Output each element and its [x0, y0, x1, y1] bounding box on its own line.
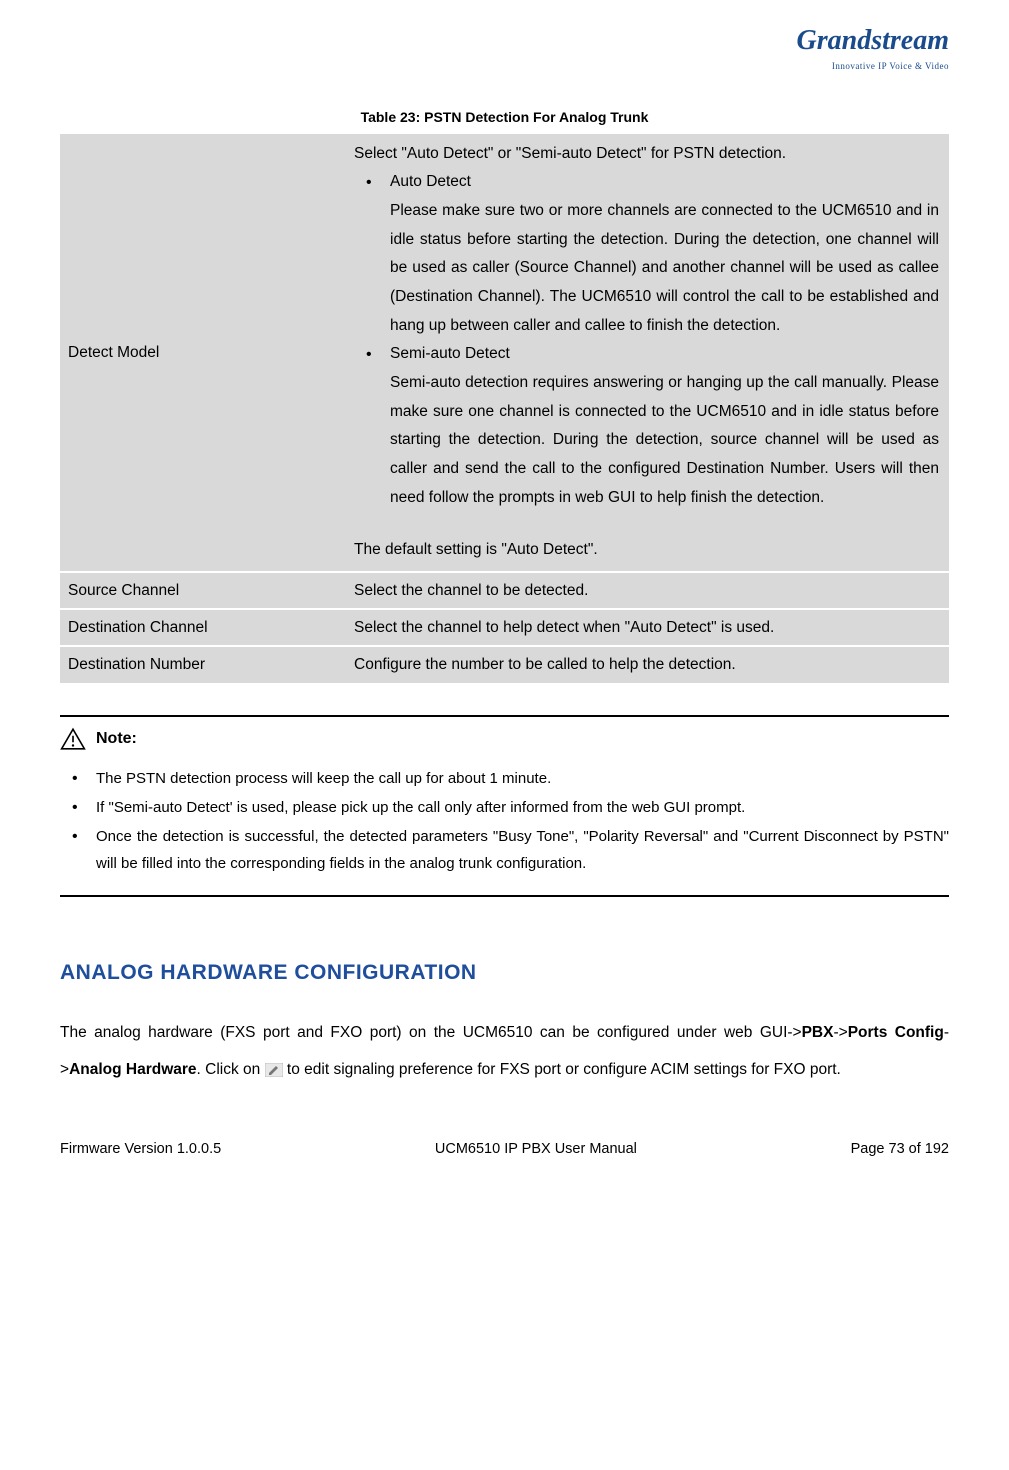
pstn-detection-table: Detect Model Select "Auto Detect" or "Se…	[60, 132, 949, 685]
row-label: Detect Model	[60, 134, 350, 571]
brand-logo-area: Grandstream Innovative IP Voice & Video	[60, 20, 949, 77]
row-label: Source Channel	[60, 573, 350, 608]
table-row: Detect Model Select "Auto Detect" or "Se…	[60, 134, 949, 571]
row-value: Select the channel to be detected.	[350, 573, 949, 608]
breadcrumb-bold: PBX	[802, 1024, 834, 1041]
breadcrumb-bold: Analog Hardware	[69, 1061, 196, 1078]
table-row: Destination Number Configure the number …	[60, 647, 949, 682]
list-item: Auto Detect Please make sure two or more…	[354, 168, 939, 340]
footer-title: UCM6510 IP PBX User Manual	[435, 1139, 637, 1161]
row-label: Destination Number	[60, 647, 350, 682]
table-row: Source Channel Select the channel to be …	[60, 573, 949, 608]
item-body: Please make sure two or more channels ar…	[390, 197, 939, 340]
section-heading: ANALOG HARDWARE CONFIGURATION	[60, 957, 949, 989]
para-text: The analog hardware (FXS port and FXO po…	[60, 1024, 802, 1041]
brand-logo: Grandstream Innovative IP Voice & Video	[797, 20, 949, 74]
default-text: The default setting is "Auto Detect".	[354, 536, 939, 565]
note-header: Note:	[60, 727, 949, 751]
note-item: Once the detection is successful, the de…	[60, 823, 949, 877]
footer-page: Page 73 of 192	[851, 1139, 949, 1161]
list-item: Semi-auto Detect Semi-auto detection req…	[354, 340, 939, 512]
pencil-edit-icon	[265, 1063, 283, 1077]
item-title: Auto Detect	[390, 173, 471, 190]
breadcrumb-arrow: ->	[833, 1024, 847, 1041]
row-value: Select "Auto Detect" or "Semi-auto Detec…	[350, 134, 949, 571]
intro-text: Select "Auto Detect" or "Semi-auto Detec…	[354, 140, 939, 169]
para-text: . Click on	[197, 1061, 265, 1078]
divider	[60, 715, 949, 717]
page-footer: Firmware Version 1.0.0.5 UCM6510 IP PBX …	[60, 1139, 949, 1161]
note-item: If "Semi-auto Detect' is used, please pi…	[60, 794, 949, 821]
brand-tagline: Innovative IP Voice & Video	[797, 60, 949, 74]
note-item: The PSTN detection process will keep the…	[60, 765, 949, 792]
breadcrumb-bold: Ports Config	[848, 1024, 944, 1041]
item-title: Semi-auto Detect	[390, 345, 510, 362]
note-label: Note:	[96, 727, 137, 751]
brand-name: Grandstream	[797, 25, 949, 56]
table-row: Destination Channel Select the channel t…	[60, 610, 949, 645]
item-body: Semi-auto detection requires answering o…	[390, 369, 939, 512]
row-label: Destination Channel	[60, 610, 350, 645]
para-text: to edit signaling preference for FXS por…	[283, 1061, 841, 1078]
row-value: Configure the number to be called to hel…	[350, 647, 949, 682]
footer-firmware: Firmware Version 1.0.0.5	[60, 1139, 221, 1161]
divider	[60, 895, 949, 897]
row-value: Select the channel to help detect when "…	[350, 610, 949, 645]
note-list: The PSTN detection process will keep the…	[60, 765, 949, 877]
section-paragraph: The analog hardware (FXS port and FXO po…	[60, 1014, 949, 1088]
warning-triangle-icon	[60, 727, 86, 751]
table-caption: Table 23: PSTN Detection For Analog Trun…	[60, 107, 949, 128]
